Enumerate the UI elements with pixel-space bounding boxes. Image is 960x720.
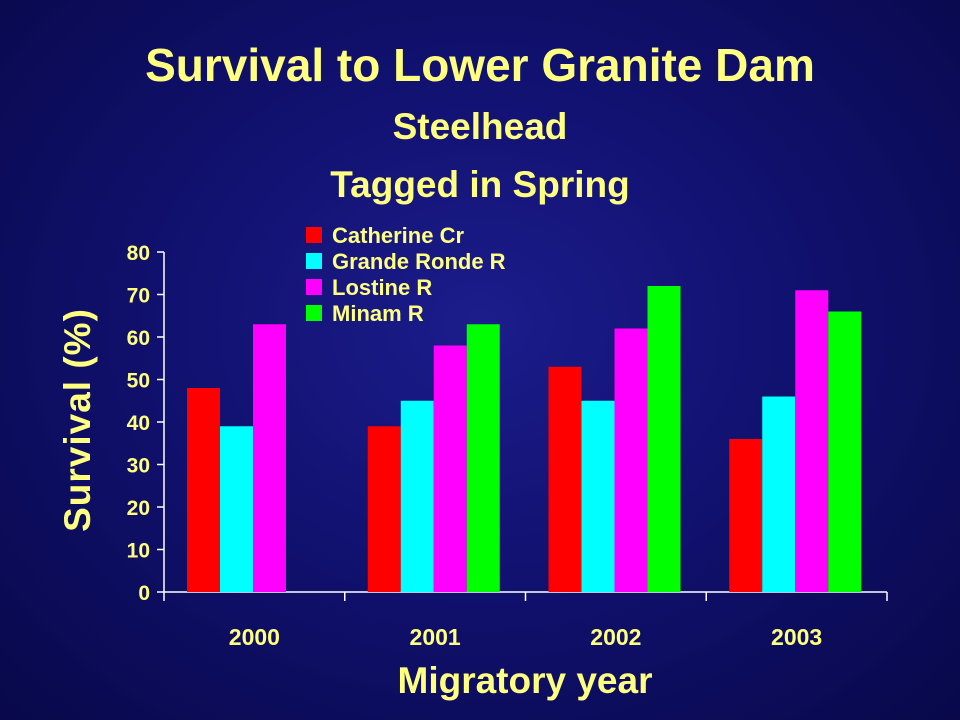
y-tick-label: 60 — [127, 327, 150, 350]
y-tick-label: 30 — [127, 455, 150, 478]
bar — [187, 388, 220, 592]
chart-subtitle-season: Tagged in Spring — [330, 164, 630, 205]
legend-swatch — [306, 253, 322, 269]
bar — [433, 345, 467, 592]
bar — [367, 426, 401, 592]
bar — [400, 400, 434, 592]
y-axis-title: Survival (%) — [57, 308, 98, 532]
bar — [795, 290, 829, 592]
x-tick-label: 2002 — [590, 624, 641, 650]
x-tick-label: 2001 — [410, 624, 461, 650]
x-axis-title: Migratory year — [398, 660, 653, 701]
y-tick-label: 0 — [138, 582, 150, 605]
bar — [253, 324, 286, 592]
bar — [762, 396, 796, 592]
bar — [466, 324, 500, 592]
y-tick-label: 70 — [127, 285, 150, 308]
y-tick-label: 40 — [127, 412, 150, 435]
y-tick-label: 20 — [127, 497, 150, 520]
bar — [729, 439, 763, 592]
legend-label: Minam R — [332, 301, 424, 326]
bar — [614, 328, 648, 592]
x-tick-label: 2000 — [229, 624, 280, 650]
x-tick-label: 2003 — [771, 624, 822, 650]
legend-label: Catherine Cr — [332, 223, 464, 248]
legend-swatch — [306, 227, 322, 243]
y-tick-label: 50 — [127, 370, 150, 393]
bar — [548, 366, 582, 592]
legend-label: Lostine R — [332, 275, 432, 300]
legend-swatch — [306, 279, 322, 295]
chart-subtitle-species: Steelhead — [392, 106, 568, 147]
bar — [220, 426, 253, 592]
bar — [647, 286, 681, 592]
legend-label: Grande Ronde R — [332, 249, 506, 274]
bar — [828, 311, 862, 592]
bar — [581, 400, 615, 592]
y-tick-label: 80 — [127, 242, 150, 265]
y-tick-label: 10 — [127, 540, 150, 563]
chart-title: Survival to Lower Granite Dam — [145, 39, 815, 91]
chart-bars — [187, 286, 862, 592]
legend-swatch — [306, 305, 322, 321]
